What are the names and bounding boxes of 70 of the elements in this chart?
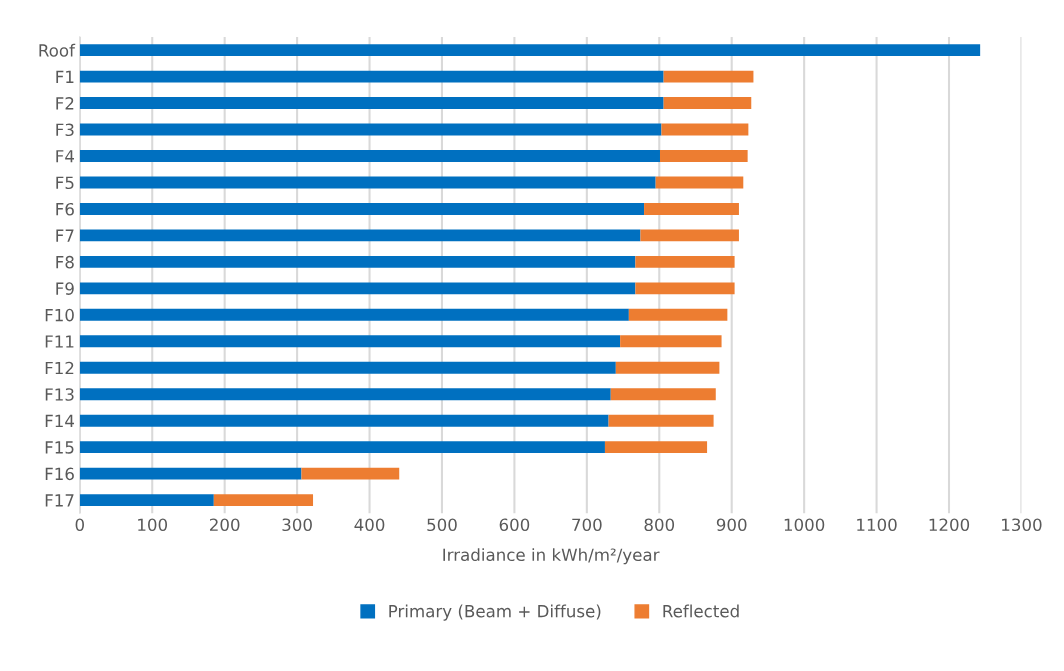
bar [640, 229, 739, 242]
bar [79, 97, 664, 110]
x-tick-label: 0 [75, 518, 84, 532]
x-tick-label: 400 [354, 518, 385, 532]
bar [79, 308, 629, 321]
bar [608, 414, 714, 427]
y-tick-label: F4 [56, 150, 74, 163]
y-tick-label: Roof [39, 43, 76, 57]
bar [79, 255, 636, 268]
x-tick-label: 700 [572, 518, 602, 532]
bar [79, 335, 621, 348]
y-tick-label: F8 [56, 255, 74, 269]
x-tick-label: 200 [209, 518, 240, 532]
y-tick-label: F16 [45, 467, 74, 481]
x-axis-title: Irradiance in kWh/m²/year [443, 548, 660, 565]
bar [663, 70, 754, 83]
bar [644, 202, 739, 215]
x-tick-label: 300 [282, 518, 312, 532]
y-tick-label: F17 [45, 494, 74, 507]
y-tick-label: F1 [56, 70, 74, 83]
bar [628, 308, 728, 321]
x-tick-label: 1100 [857, 518, 897, 532]
bar [79, 282, 636, 295]
y-tick-label: F14 [45, 414, 74, 428]
bar [663, 97, 752, 110]
x-tick-label: 1200 [929, 518, 970, 532]
bar [604, 441, 708, 454]
bar [79, 202, 645, 215]
bar [79, 361, 616, 374]
y-tick-label: F9 [56, 282, 74, 295]
y-tick-label: F10 [45, 308, 74, 322]
y-tick-label: F6 [56, 202, 74, 216]
x-tick-label: 1300 [1002, 518, 1042, 532]
x-tick-label: 100 [138, 518, 168, 532]
bar [79, 414, 609, 427]
y-tick-label: F5 [56, 176, 74, 190]
bar [79, 123, 662, 136]
y-tick-label: F11 [45, 335, 74, 348]
x-tick-label: 500 [427, 518, 457, 532]
legend-label: Reflected [663, 604, 739, 618]
x-tick-label: 1000 [784, 518, 825, 532]
bar [79, 229, 641, 242]
bar [635, 282, 735, 295]
bar [79, 70, 664, 83]
y-tick-label: F12 [45, 361, 74, 375]
bar [615, 361, 720, 374]
bar [79, 176, 656, 189]
x-tick-label: 800 [644, 518, 675, 532]
bar [661, 123, 749, 136]
bar [79, 441, 605, 454]
y-tick-label: F15 [45, 441, 74, 454]
bar [301, 467, 400, 480]
bar [655, 176, 744, 189]
bar [213, 494, 314, 507]
bar [79, 467, 302, 480]
bar [79, 388, 611, 401]
bar [610, 388, 716, 401]
y-tick-label: F2 [56, 97, 74, 110]
x-tick-label: 600 [499, 518, 530, 532]
bar [620, 335, 722, 348]
bar [79, 150, 660, 162]
bar [635, 255, 735, 268]
legend-label: Primary (Beam + Diffuse) [389, 604, 601, 621]
y-tick-label: F3 [56, 123, 74, 137]
bar [660, 150, 748, 162]
bar [79, 494, 214, 507]
x-tick-label: 900 [716, 518, 747, 532]
bar [79, 44, 981, 57]
y-tick-label: F13 [45, 388, 74, 401]
y-tick-label: F7 [56, 229, 74, 242]
